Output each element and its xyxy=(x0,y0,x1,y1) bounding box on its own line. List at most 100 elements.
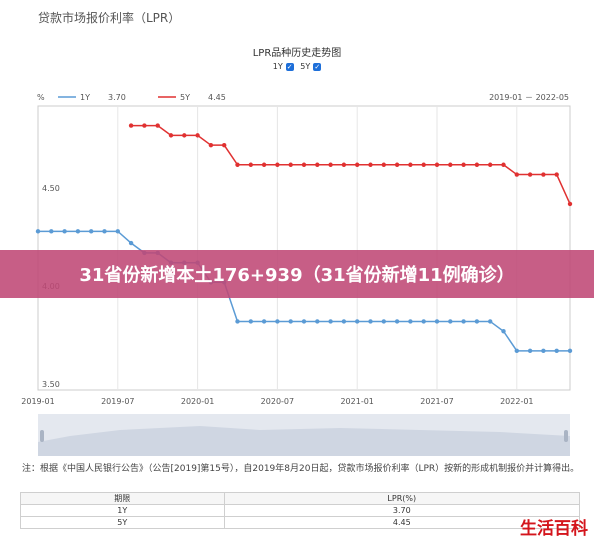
data-point xyxy=(488,162,493,167)
toggle-1y[interactable]: 1Y ✓ xyxy=(273,62,294,71)
x-tick-label: 2022-01 xyxy=(500,397,533,406)
x-tick-label: 2019-01 xyxy=(21,397,54,406)
data-point xyxy=(408,162,413,167)
data-point xyxy=(448,162,453,167)
data-point xyxy=(514,348,519,354)
data-point xyxy=(501,329,506,334)
checkbox-checked-icon[interactable]: ✓ xyxy=(285,62,294,71)
toggle-5y[interactable]: 5Y ✓ xyxy=(300,62,322,71)
brand-watermark: 生活百科 xyxy=(520,519,588,539)
data-point xyxy=(301,162,307,167)
series-line-5y xyxy=(131,124,571,205)
data-point xyxy=(421,162,426,167)
legend-5y-name: 5Y xyxy=(180,93,190,102)
table-header-rate: LPR(%) xyxy=(223,492,581,505)
data-point xyxy=(554,172,559,177)
data-point xyxy=(315,162,320,167)
data-point xyxy=(381,162,386,167)
page-title: 贷款市场报价利率（LPR） xyxy=(38,11,181,25)
range-slider-preview xyxy=(38,426,570,456)
series-toggles: 1Y ✓ 5Y ✓ xyxy=(0,62,594,71)
data-point xyxy=(89,229,94,234)
data-point xyxy=(128,123,134,128)
data-point xyxy=(35,229,41,234)
data-point xyxy=(368,319,373,324)
data-point xyxy=(155,123,160,128)
range-handle-right-icon[interactable] xyxy=(564,430,568,442)
data-point xyxy=(288,162,293,167)
x-tick-label: 2021-01 xyxy=(340,397,373,406)
date-range-label: 2019-01 － 2022-05 xyxy=(489,93,569,102)
data-point xyxy=(394,162,400,167)
data-point xyxy=(554,348,559,354)
toggle-1y-label: 1Y xyxy=(272,62,283,71)
data-point xyxy=(275,162,280,167)
data-point xyxy=(461,162,466,167)
data-point xyxy=(275,319,280,324)
x-axis-ticks: 2019-01 2019-07 2020-01 2020-07 2021-01 2021-… xyxy=(21,397,533,406)
legend-5y-value: 4.45 xyxy=(208,93,226,102)
legend-1y-name: 1Y xyxy=(80,93,90,102)
data-point xyxy=(235,162,240,167)
data-point xyxy=(62,229,67,234)
data-point xyxy=(115,229,121,234)
series-lines xyxy=(35,123,573,354)
data-point xyxy=(355,319,360,324)
data-point xyxy=(434,162,440,167)
data-point xyxy=(75,229,81,234)
x-tick-label: 2020-07 xyxy=(261,397,294,406)
legend-1y-value: 3.70 xyxy=(108,93,126,102)
news-banner-text: 31省份新增本土176+939（31省份新增11例确诊） xyxy=(79,265,515,286)
data-point xyxy=(567,348,573,354)
footnote: 注：根据《中国人民银行公告》（公告[2019]第15号），自2019年8月20日… xyxy=(22,464,580,474)
data-point xyxy=(527,348,533,354)
checkbox-checked-icon[interactable]: ✓ xyxy=(313,62,322,71)
table-row: 1Y 3.70 xyxy=(20,504,581,517)
vertical-gridlines xyxy=(117,106,518,390)
data-point xyxy=(328,162,333,167)
x-tick-label: 2020-01 xyxy=(181,397,214,406)
table-header-term: 期限 xyxy=(20,492,225,505)
data-point xyxy=(261,319,267,324)
data-point xyxy=(301,319,307,324)
rate-table: 期限 LPR(%) 1Y 3.70 5Y 4.45 xyxy=(20,492,581,529)
table-cell-term: 5Y xyxy=(20,516,225,529)
chart-title: LPR品种历史走势图 xyxy=(252,48,342,59)
data-point xyxy=(49,229,54,234)
y-axis-unit: % xyxy=(37,93,45,102)
data-point xyxy=(328,319,333,324)
data-point xyxy=(474,162,480,167)
data-point xyxy=(288,319,293,324)
data-point xyxy=(461,319,466,324)
data-point xyxy=(128,240,134,246)
lpr-line-chart: % 1Y 3.70 5Y 4.45 2019-01 － 2022-05 3.50… xyxy=(21,93,573,456)
y-tick-label: 3.50 xyxy=(42,380,60,389)
y-tick-label: 4.50 xyxy=(42,184,60,193)
toggle-5y-label: 5Y xyxy=(300,62,311,71)
data-point xyxy=(248,319,253,324)
data-point xyxy=(421,319,426,324)
data-point xyxy=(248,162,253,167)
data-point xyxy=(408,319,413,324)
data-point xyxy=(261,162,267,167)
data-point xyxy=(368,162,373,167)
range-handle-left-icon[interactable] xyxy=(40,430,44,442)
data-point xyxy=(195,133,200,138)
data-point xyxy=(182,133,187,138)
range-slider[interactable] xyxy=(38,414,570,456)
x-tick-label: 2019-07 xyxy=(101,397,134,406)
data-point xyxy=(448,319,453,324)
data-point xyxy=(527,172,533,177)
data-point xyxy=(567,201,573,207)
data-point xyxy=(381,319,386,324)
data-point xyxy=(102,229,107,234)
data-point xyxy=(501,162,506,167)
data-point xyxy=(235,319,240,324)
chart-legend: % 1Y 3.70 5Y 4.45 2019-01 － 2022-05 xyxy=(37,93,569,102)
data-point xyxy=(394,319,400,324)
news-banner: 31省份新增本土176+939（31省份新增11例确诊） xyxy=(0,250,594,298)
data-point xyxy=(222,142,227,148)
x-tick-label: 2021-07 xyxy=(420,397,453,406)
data-point xyxy=(541,172,546,177)
data-point xyxy=(315,319,320,324)
